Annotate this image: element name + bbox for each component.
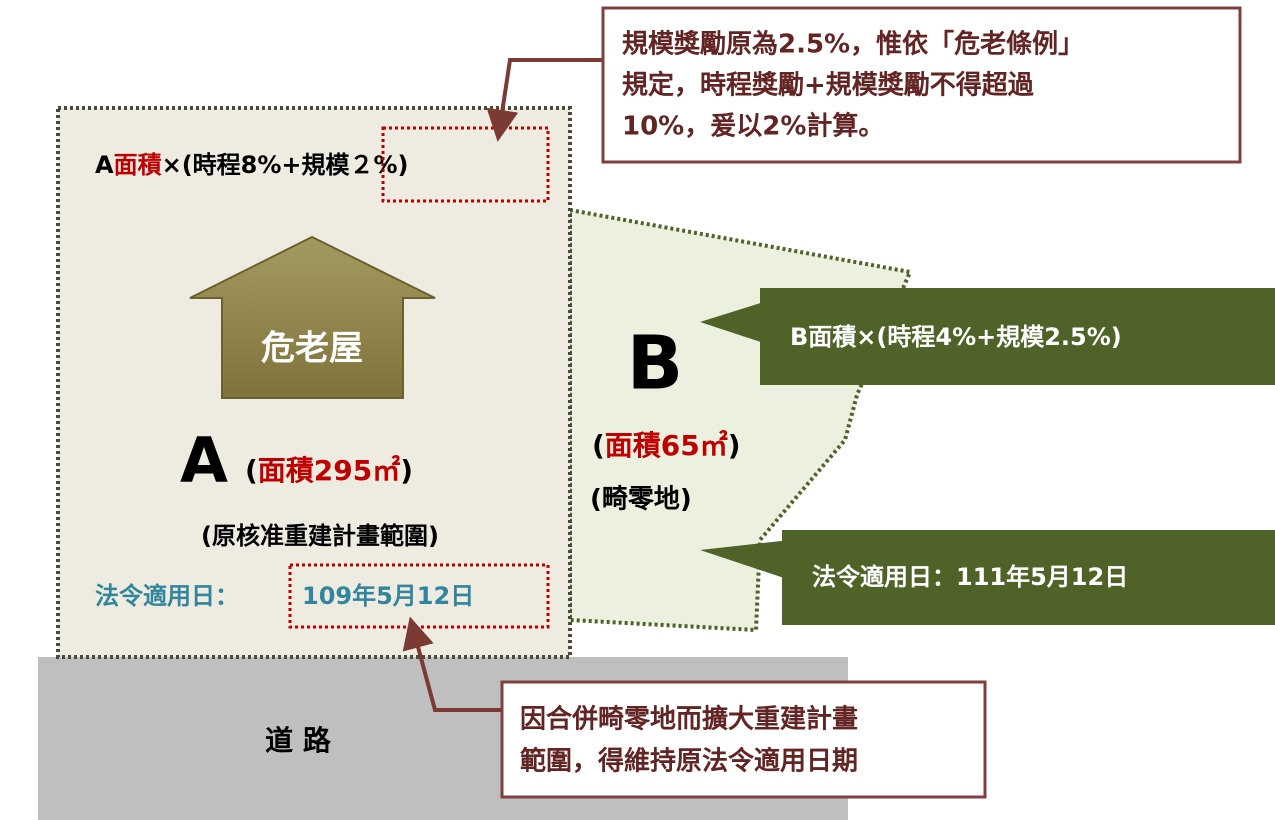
callout-formula-b bbox=[760, 288, 1275, 385]
area-b-description: (畸零地) bbox=[590, 485, 692, 515]
area-part: ) bbox=[400, 454, 413, 487]
callout-pointer bbox=[700, 300, 770, 345]
note-bottom-box bbox=[500, 680, 987, 799]
area-part: ( bbox=[592, 429, 605, 462]
note-top-box bbox=[601, 6, 1242, 164]
formula-b: B面積×(時程4%+規模2.5%) bbox=[790, 323, 1122, 351]
arrow bbox=[402, 616, 502, 712]
highlight-box bbox=[381, 126, 550, 203]
area-a-description: (原核准重建計畫範圍) bbox=[201, 522, 439, 550]
formula-part: A bbox=[95, 151, 114, 179]
arrow bbox=[486, 58, 603, 142]
note-line: 10%，爰以2%計算。 bbox=[622, 111, 884, 142]
area-part: ) bbox=[728, 429, 741, 462]
area-a-size: (面積295㎡) bbox=[245, 454, 413, 487]
formula-part: ×(時程8%+ bbox=[162, 151, 302, 179]
date-label: 法令適用日： bbox=[95, 582, 239, 610]
area-b-size: (面積65㎡) bbox=[592, 429, 741, 462]
area-part: 面積295㎡ bbox=[258, 454, 400, 487]
formula-part: 規模２%) bbox=[302, 151, 409, 179]
house-label: 危老屋 bbox=[261, 329, 363, 369]
area-a-letter: A bbox=[180, 424, 228, 497]
road-label: 道 路 bbox=[265, 724, 332, 757]
date-b: 法令適用日：111年5月12日 bbox=[812, 563, 1128, 591]
house-icon bbox=[189, 235, 436, 399]
area-part: ( bbox=[245, 454, 258, 487]
callout-pointer bbox=[700, 540, 790, 580]
formula-part: 面積 bbox=[114, 151, 162, 179]
area-b-letter: B bbox=[627, 321, 683, 407]
area-part: 面積65㎡ bbox=[605, 429, 728, 462]
note-line: 規模獎勵原為2.5%，惟依「危老條例」 bbox=[622, 29, 1084, 60]
note-line: 因合併畸零地而擴大重建計畫 bbox=[520, 704, 858, 735]
note-line: 範圍，得維持原法令適用日期 bbox=[520, 746, 858, 777]
formula-a: A面積×(時程8%+規模２%) bbox=[95, 151, 409, 179]
date-a: 109年5月12日 bbox=[302, 582, 474, 610]
callout-date-b bbox=[782, 530, 1275, 625]
highlight-box bbox=[288, 563, 550, 629]
note-line: 規定，時程獎勵+規模獎勵不得超過 bbox=[622, 70, 1035, 101]
